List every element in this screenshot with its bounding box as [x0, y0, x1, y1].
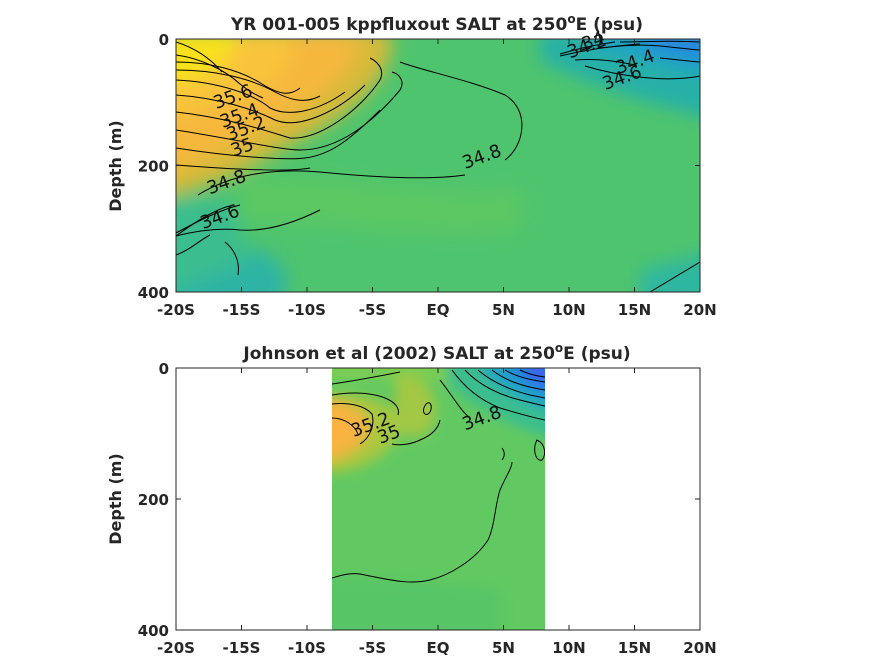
- bottom-ticks: -20S -15S -10S -5S EQ 5N 10N 15N 20N 0 200 400: [138, 360, 717, 656]
- x-tick-label: 5N: [492, 639, 515, 656]
- y-tick-label: 400: [138, 284, 169, 302]
- x-tick-label: 10N: [552, 301, 585, 319]
- x-tick-label: 15N: [618, 301, 651, 319]
- x-tick-label: -5S: [359, 639, 386, 656]
- x-tick-label: -20S: [157, 639, 195, 656]
- x-tick-label: 15N: [618, 639, 651, 656]
- top-ticks: -20S -15S -10S -5S EQ 5N 10N 15N 20N 0 200 400: [138, 31, 717, 319]
- top-panel: YR 001-005 kppfluxout SALT at 250oE (psu…: [106, 12, 717, 319]
- top-title: YR 001-005 kppfluxout SALT at 250oE (psu…: [230, 12, 643, 35]
- y-tick-label: 200: [138, 158, 169, 176]
- y-tick-label: 400: [138, 622, 169, 640]
- x-tick-label: -5S: [359, 301, 386, 319]
- x-tick-label: -15S: [223, 301, 261, 319]
- top-heatmap-field: [176, 39, 700, 292]
- x-tick-label: 5N: [492, 301, 515, 319]
- y-tick-label: 0: [159, 31, 169, 49]
- x-tick-label: -15S: [223, 639, 261, 656]
- x-tick-label: -10S: [288, 639, 326, 656]
- x-tick-label: -10S: [288, 301, 326, 319]
- bottom-panel: Johnson et al (2002) SALT at 250oE (psu): [106, 341, 717, 656]
- y-tick-label: 0: [159, 360, 169, 378]
- bottom-title: Johnson et al (2002) SALT at 250oE (psu): [242, 341, 630, 364]
- x-tick-label: EQ: [427, 639, 450, 656]
- bottom-heatmap-field: [332, 368, 545, 630]
- x-tick-label: -20S: [157, 301, 195, 319]
- x-tick-label: 20N: [683, 301, 716, 319]
- x-tick-label: 10N: [552, 639, 585, 656]
- x-tick-label: EQ: [427, 301, 450, 319]
- top-ylabel: Depth (m): [106, 120, 125, 212]
- y-tick-label: 200: [138, 491, 169, 509]
- bottom-ylabel: Depth (m): [106, 453, 125, 545]
- x-tick-label: 20N: [683, 639, 716, 656]
